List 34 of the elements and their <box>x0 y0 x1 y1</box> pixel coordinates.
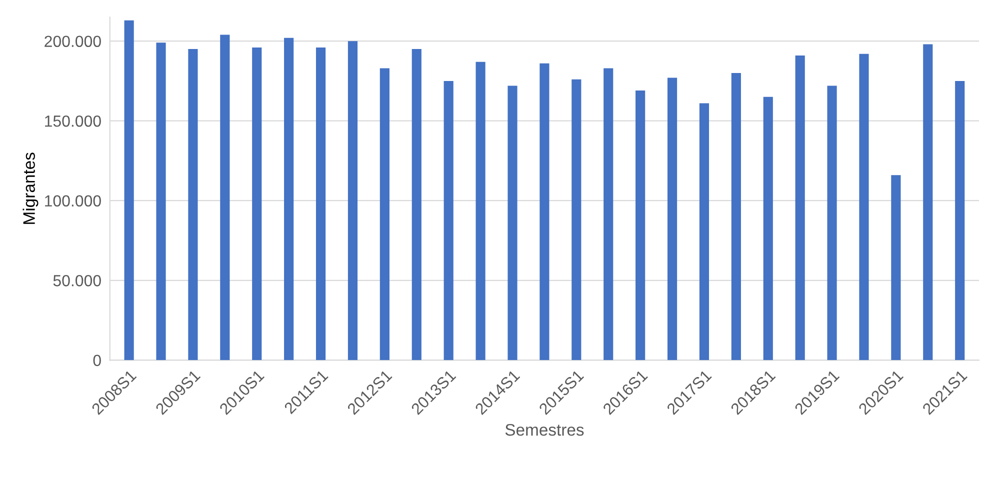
bar <box>348 41 358 360</box>
bar <box>124 20 134 360</box>
bar <box>540 63 550 360</box>
bar <box>476 62 486 360</box>
bar <box>252 47 262 360</box>
y-tick-label: 50.000 <box>53 275 101 286</box>
y-tick-label: 200.000 <box>44 36 101 48</box>
y-tick-label: 0 <box>93 354 101 366</box>
y-tick-label: 150.000 <box>45 115 101 127</box>
bar <box>827 86 837 360</box>
bar <box>955 80 965 360</box>
bar <box>667 78 678 360</box>
bar <box>891 175 901 360</box>
y-axis-title: Migrantes <box>22 152 38 224</box>
bar <box>604 68 614 360</box>
bar <box>316 47 326 360</box>
x-axis-title: Semestres <box>505 424 584 436</box>
bar <box>508 86 518 360</box>
bar <box>572 79 582 360</box>
bar <box>795 55 805 360</box>
bar <box>636 90 646 360</box>
bar <box>412 49 422 360</box>
bar <box>220 34 230 360</box>
bar <box>188 49 198 360</box>
bar <box>763 96 773 360</box>
bar <box>923 44 933 360</box>
bar <box>380 68 390 360</box>
bar <box>444 80 454 360</box>
bar <box>731 72 741 360</box>
y-tick-label: 100.000 <box>45 195 101 207</box>
bar <box>699 103 710 360</box>
bar <box>284 38 294 360</box>
bar <box>859 54 869 360</box>
bar <box>156 42 166 360</box>
